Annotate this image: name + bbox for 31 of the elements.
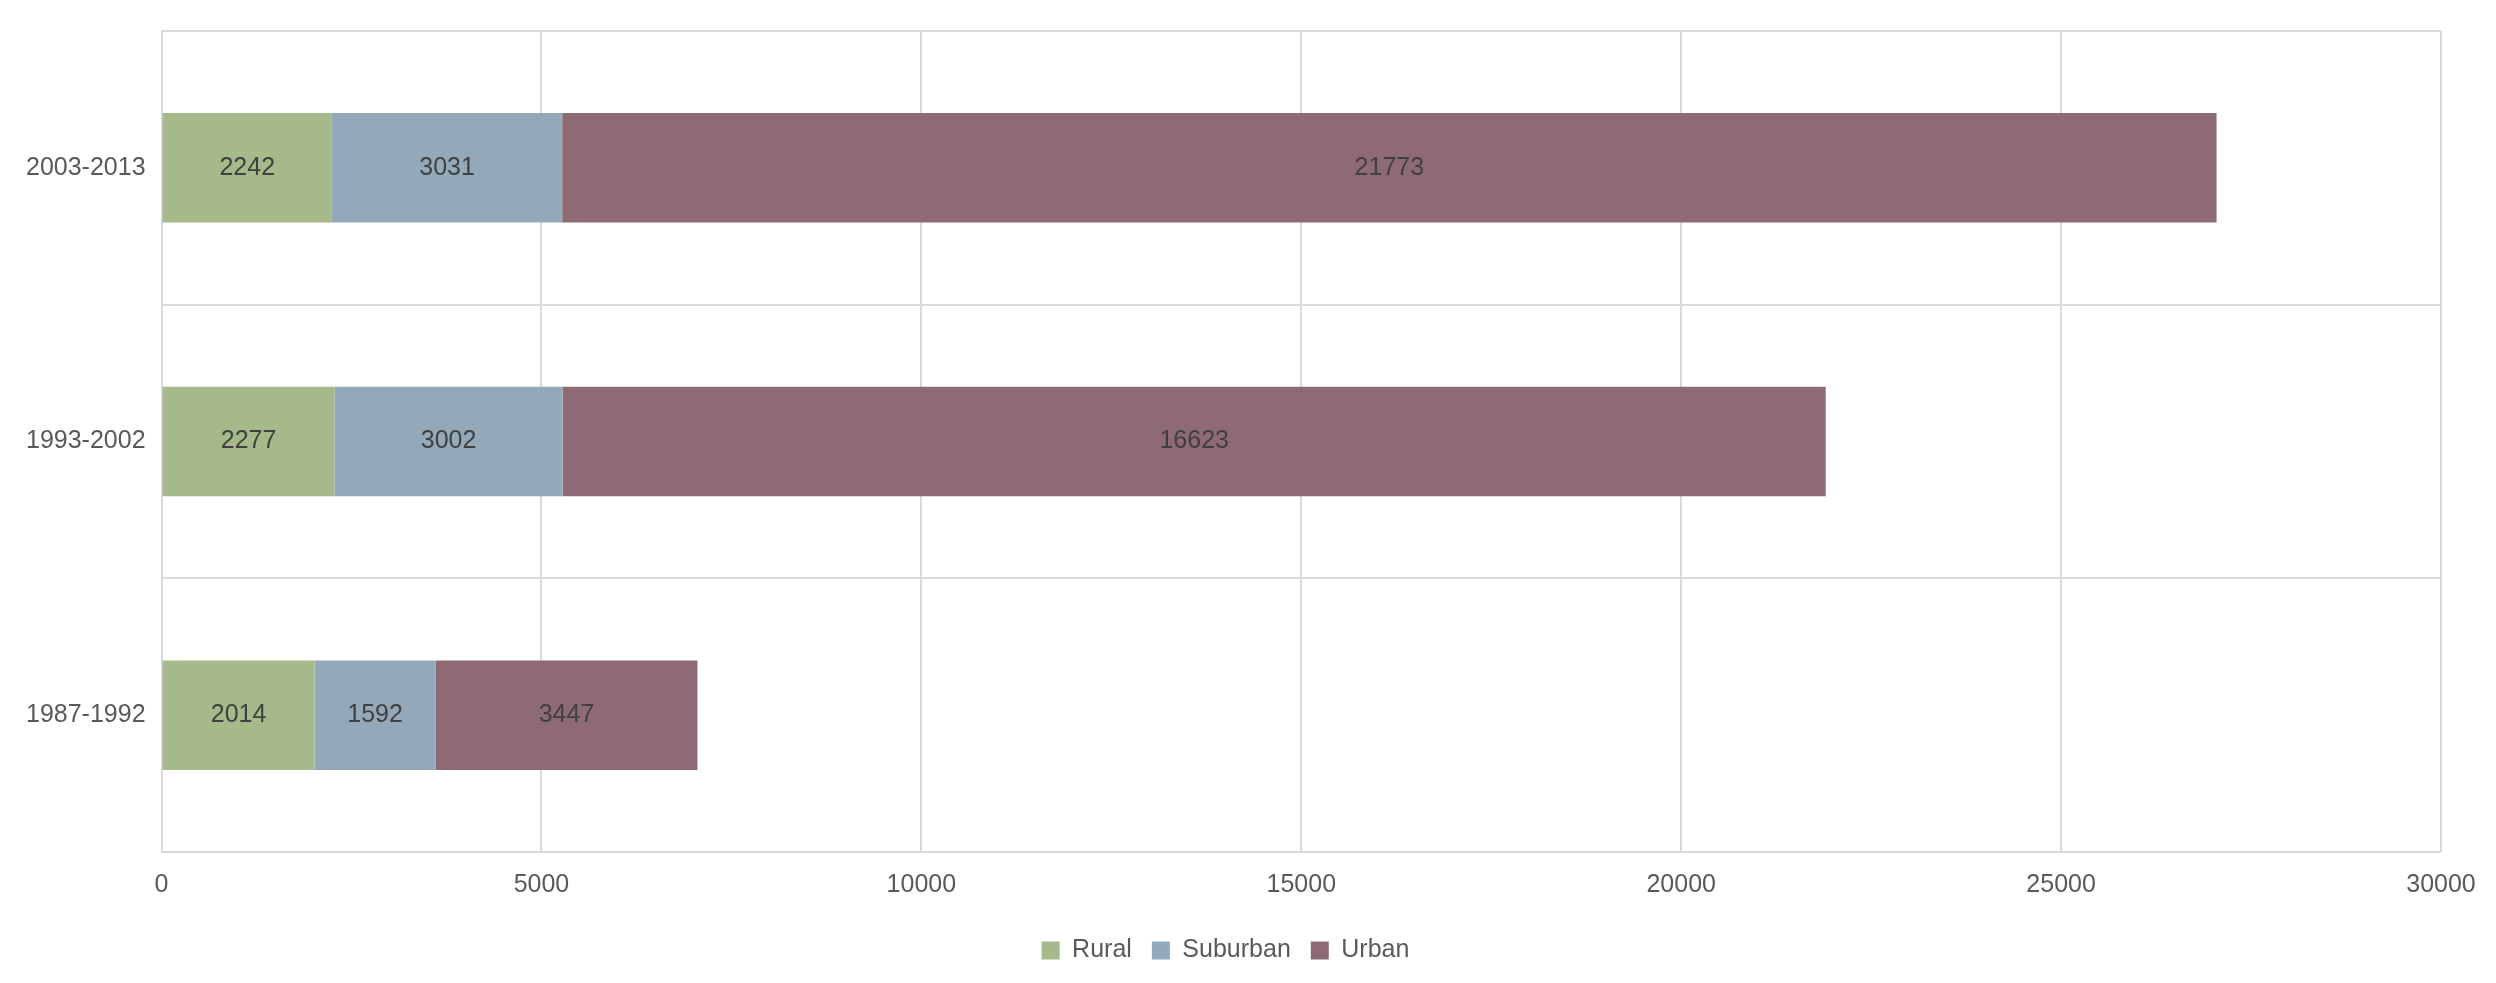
legend-label: Urban (1341, 934, 1410, 963)
legend-label: Suburban (1182, 934, 1291, 963)
bar (162, 660, 315, 770)
x-tick-label: 25000 (2026, 868, 2096, 897)
data-label: 2014 (210, 699, 267, 728)
y-tick-label: 2003-2013 (25, 151, 146, 180)
bar (314, 660, 436, 770)
data-label: 2277 (220, 425, 277, 454)
x-tick-label: 5000 (513, 868, 570, 897)
x-tick-label: 30000 (2406, 868, 2476, 897)
bar (331, 113, 563, 223)
bar (162, 113, 332, 223)
data-label: 3447 (538, 699, 595, 728)
data-label: 2242 (219, 151, 276, 180)
x-tick-label: 20000 (1646, 868, 1716, 897)
data-label: 16623 (1159, 425, 1229, 454)
x-tick-label: 15000 (1266, 868, 1337, 897)
data-label: 3031 (419, 151, 475, 180)
x-tick-label: 0 (154, 868, 169, 897)
y-tick-label: 1987-1992 (25, 699, 146, 728)
bar (334, 386, 563, 497)
legend-label: Rural (1072, 934, 1132, 963)
bar (162, 386, 335, 497)
data-label: 1592 (347, 699, 403, 728)
bar (435, 660, 698, 770)
data-label: 3002 (420, 425, 477, 454)
x-tick-label: 10000 (886, 868, 957, 897)
y-tick-label: 1993-2002 (25, 425, 146, 454)
bar (562, 386, 1826, 497)
data-label: 21773 (1354, 151, 1425, 180)
bar (562, 113, 2217, 223)
